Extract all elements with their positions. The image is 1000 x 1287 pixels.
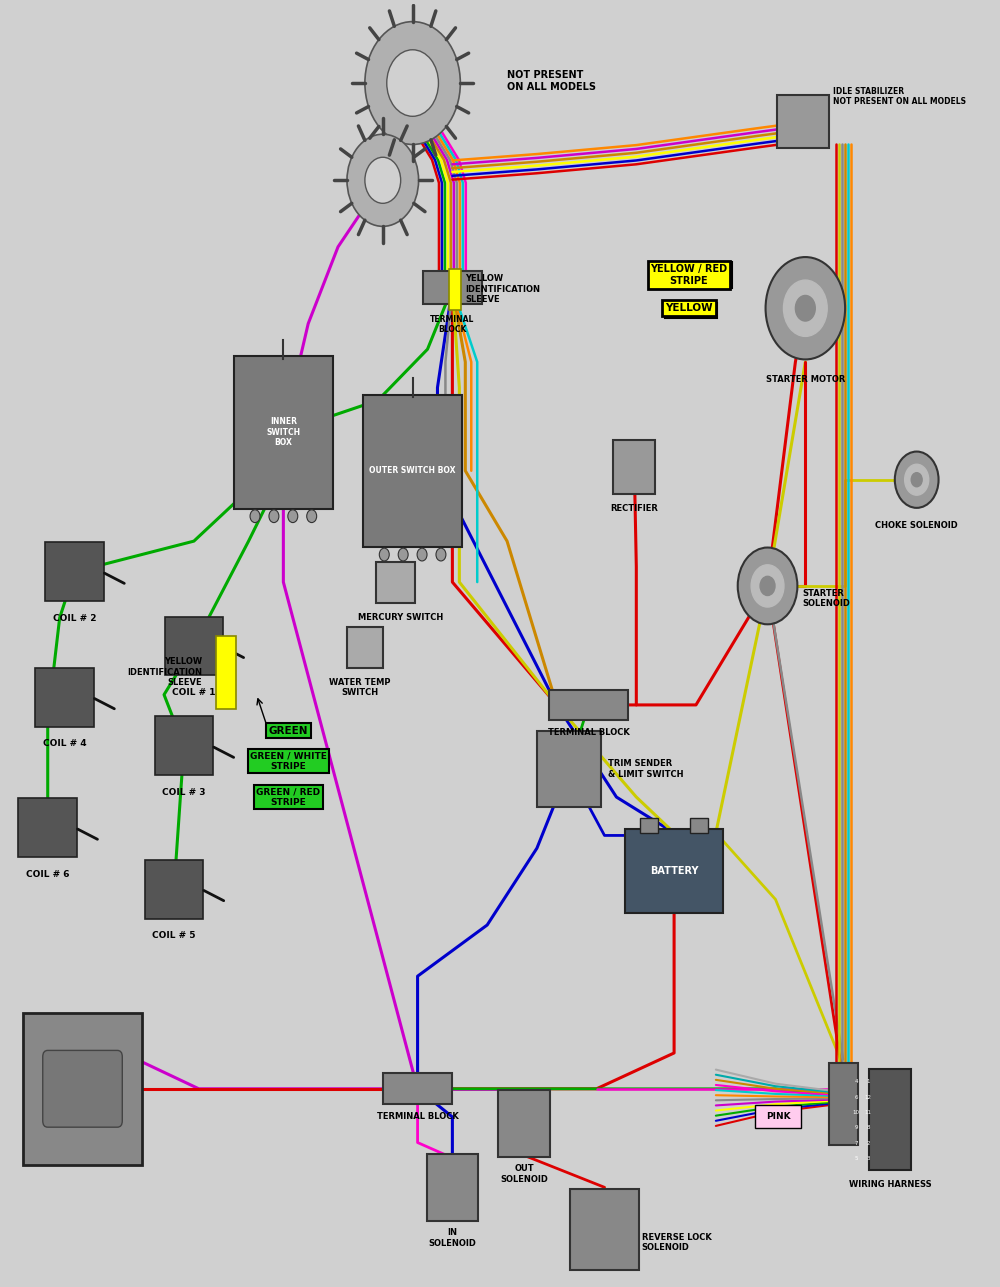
Text: GREEN / RED
STRIPE: GREEN / RED STRIPE — [256, 788, 320, 807]
Circle shape — [738, 547, 797, 624]
Circle shape — [895, 452, 939, 508]
Circle shape — [911, 472, 922, 486]
Text: COIL # 4: COIL # 4 — [43, 740, 86, 749]
Text: GREEN / WHITE
STRIPE: GREEN / WHITE STRIPE — [250, 752, 327, 771]
FancyBboxPatch shape — [216, 636, 236, 709]
FancyBboxPatch shape — [383, 1073, 452, 1104]
Text: TERMINAL BLOCK: TERMINAL BLOCK — [548, 728, 629, 737]
Circle shape — [436, 548, 446, 561]
FancyBboxPatch shape — [155, 717, 213, 775]
Text: COIL # 2: COIL # 2 — [53, 614, 96, 623]
Text: NOT PRESENT
ON ALL MODELS: NOT PRESENT ON ALL MODELS — [507, 71, 596, 91]
Circle shape — [398, 548, 408, 561]
FancyBboxPatch shape — [376, 561, 415, 602]
Text: 1: 1 — [866, 1080, 870, 1084]
Text: GREEN: GREEN — [269, 726, 308, 735]
FancyBboxPatch shape — [145, 860, 203, 919]
Circle shape — [379, 548, 389, 561]
Text: IN
SOLENOID: IN SOLENOID — [428, 1228, 476, 1247]
Text: OUT
SOLENOID: OUT SOLENOID — [500, 1165, 548, 1184]
Text: MERCURY SWITCH: MERCURY SWITCH — [358, 613, 443, 622]
Text: TERMINAL BLOCK: TERMINAL BLOCK — [377, 1112, 458, 1121]
Circle shape — [766, 257, 845, 359]
Text: TRIM SENDER
& LIMIT SWITCH: TRIM SENDER & LIMIT SWITCH — [608, 759, 684, 779]
FancyBboxPatch shape — [18, 798, 77, 857]
FancyBboxPatch shape — [498, 1090, 550, 1157]
Text: REVERSE LOCK
SOLENOID: REVERSE LOCK SOLENOID — [642, 1233, 712, 1252]
FancyBboxPatch shape — [347, 627, 383, 668]
Circle shape — [401, 68, 424, 98]
Text: YELLOW / RED
STRIPE: YELLOW / RED STRIPE — [650, 264, 728, 286]
Text: 6: 6 — [854, 1095, 858, 1099]
Circle shape — [288, 510, 298, 523]
Circle shape — [375, 170, 391, 190]
Circle shape — [795, 296, 815, 320]
Circle shape — [307, 510, 317, 523]
Text: COIL # 5: COIL # 5 — [152, 932, 196, 941]
FancyBboxPatch shape — [690, 817, 708, 833]
Circle shape — [417, 548, 427, 561]
Text: 8: 8 — [866, 1125, 870, 1130]
FancyBboxPatch shape — [45, 542, 104, 601]
Circle shape — [365, 157, 401, 203]
FancyBboxPatch shape — [449, 269, 461, 310]
Text: 9: 9 — [854, 1125, 858, 1130]
Circle shape — [387, 50, 438, 116]
FancyBboxPatch shape — [755, 1106, 801, 1129]
FancyBboxPatch shape — [570, 1189, 639, 1270]
Circle shape — [347, 134, 419, 227]
Text: TERMINAL
BLOCK: TERMINAL BLOCK — [430, 314, 475, 335]
FancyBboxPatch shape — [829, 1063, 858, 1145]
Text: 3: 3 — [866, 1156, 870, 1161]
FancyBboxPatch shape — [234, 356, 333, 508]
Text: 5: 5 — [854, 1156, 858, 1161]
Text: WIRING HARNESS: WIRING HARNESS — [849, 1180, 931, 1189]
FancyBboxPatch shape — [23, 1013, 142, 1165]
Circle shape — [250, 510, 260, 523]
FancyBboxPatch shape — [363, 395, 462, 547]
Text: 12: 12 — [864, 1095, 871, 1099]
Circle shape — [760, 577, 775, 596]
Text: PINK: PINK — [766, 1112, 790, 1121]
Text: RECTIFIER: RECTIFIER — [610, 505, 658, 514]
Text: COIL # 3: COIL # 3 — [162, 788, 206, 797]
Text: COIL # 6: COIL # 6 — [26, 870, 69, 879]
FancyBboxPatch shape — [427, 1154, 478, 1220]
FancyBboxPatch shape — [640, 817, 658, 833]
FancyBboxPatch shape — [869, 1069, 911, 1170]
Text: WATER TEMP
SWITCH: WATER TEMP SWITCH — [329, 678, 391, 698]
Text: BATTERY: BATTERY — [650, 866, 698, 876]
FancyBboxPatch shape — [43, 1050, 122, 1127]
FancyBboxPatch shape — [423, 272, 482, 305]
FancyBboxPatch shape — [613, 440, 655, 494]
Text: CHOKE SOLENOID: CHOKE SOLENOID — [875, 521, 958, 530]
Circle shape — [905, 465, 929, 495]
Text: 11: 11 — [864, 1109, 871, 1115]
Text: IDLE STABILIZER
NOT PRESENT ON ALL MODELS: IDLE STABILIZER NOT PRESENT ON ALL MODEL… — [833, 86, 966, 106]
Text: 4: 4 — [854, 1080, 858, 1084]
Text: 10: 10 — [853, 1109, 860, 1115]
Text: 2: 2 — [866, 1140, 870, 1145]
Text: YELLOW / RED
STRIPE: YELLOW / RED STRIPE — [652, 264, 730, 286]
Text: INNER
SWITCH
BOX: INNER SWITCH BOX — [266, 417, 300, 448]
Text: 7: 7 — [854, 1140, 858, 1145]
Text: COIL # 1: COIL # 1 — [172, 689, 216, 698]
Circle shape — [365, 22, 460, 144]
Text: YELLOW
IDENTIFICATION
SLEEVE: YELLOW IDENTIFICATION SLEEVE — [127, 658, 202, 687]
Circle shape — [269, 510, 279, 523]
Text: STARTER
SOLENOID: STARTER SOLENOID — [802, 589, 850, 609]
Text: YELLOW
IDENTIFICATION
SLEEVE: YELLOW IDENTIFICATION SLEEVE — [465, 274, 540, 304]
Circle shape — [751, 565, 784, 607]
FancyBboxPatch shape — [625, 829, 723, 914]
Text: OUTER SWITCH BOX: OUTER SWITCH BOX — [369, 466, 456, 475]
Text: YELLOW: YELLOW — [665, 304, 713, 313]
FancyBboxPatch shape — [537, 731, 601, 807]
Text: YELLOW: YELLOW — [667, 306, 715, 315]
Text: STARTER MOTOR: STARTER MOTOR — [766, 375, 845, 384]
FancyBboxPatch shape — [777, 94, 829, 148]
FancyBboxPatch shape — [35, 668, 94, 727]
FancyBboxPatch shape — [165, 616, 223, 676]
FancyBboxPatch shape — [549, 690, 628, 721]
Circle shape — [783, 281, 827, 336]
